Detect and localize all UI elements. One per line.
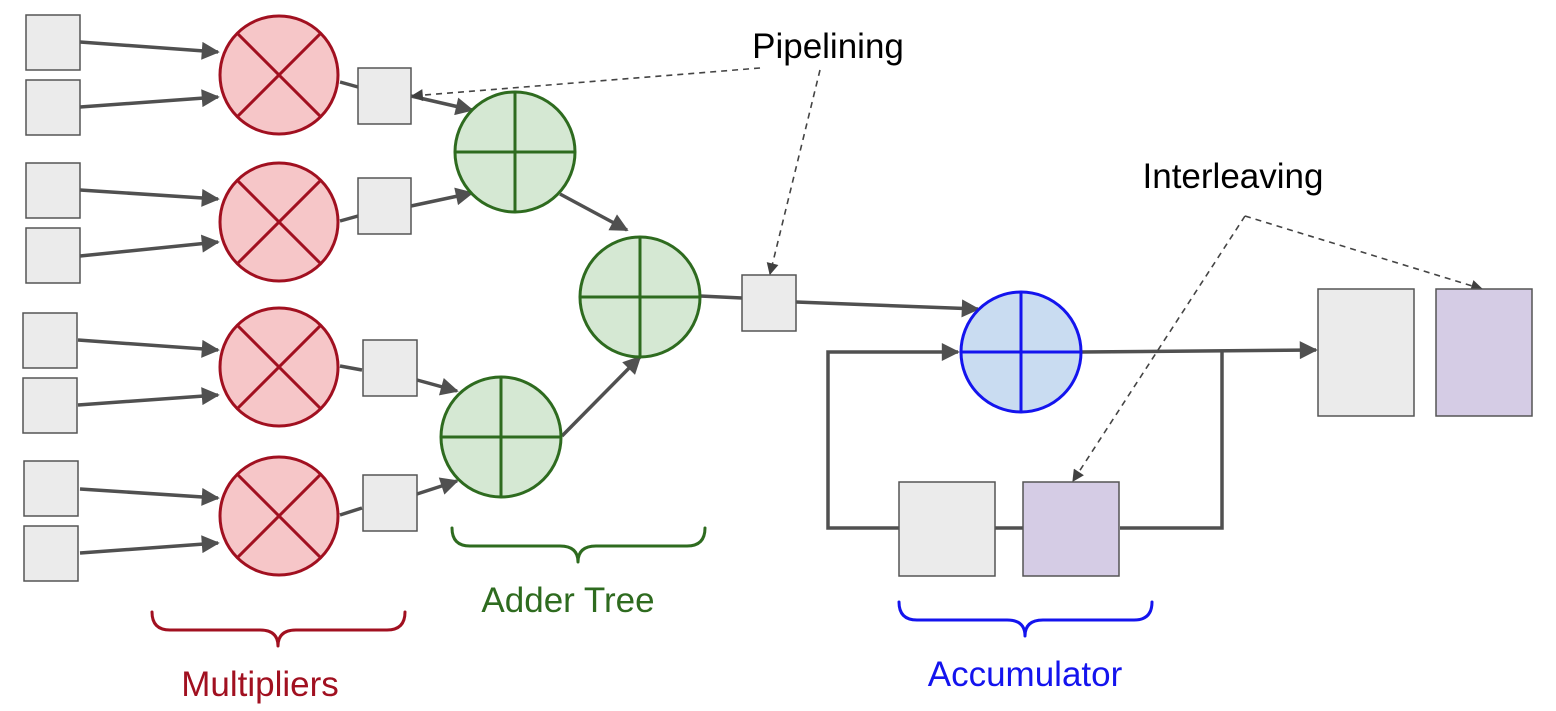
multiplier-1-cross-b (236, 32, 322, 118)
wire-in5-mul3 (77, 338, 220, 358)
wire-reg4-add2 (416, 477, 459, 496)
braces (150, 526, 1154, 648)
adder-tree-brace (450, 526, 707, 564)
multiplier-4 (218, 455, 340, 577)
wire-mul4-reg4 (339, 506, 363, 517)
pipeline-register-5 (741, 274, 797, 332)
wire-mul1-reg1 (339, 80, 359, 89)
wire-add1-add3 (559, 192, 629, 232)
wire-reg1-add1 (410, 94, 474, 116)
wire-feedback-loop (1120, 352, 1224, 530)
adder-1 (453, 90, 577, 214)
input-box-1 (25, 14, 81, 71)
output-registers (1317, 288, 1533, 417)
wire-add3-reg5 (699, 294, 743, 300)
interleaving-label: Interleaving (1143, 157, 1324, 196)
accumulator-adder (959, 290, 1083, 414)
pipeline-registers (357, 67, 797, 532)
input-box-6 (22, 377, 78, 434)
wire-acc-out (1080, 341, 1318, 360)
pipeline-register-1 (357, 67, 412, 125)
multiplier-3 (218, 306, 340, 428)
input-registers (22, 14, 81, 582)
wire-in2-mul1 (79, 89, 220, 109)
wire-reg2-add1 (410, 187, 474, 208)
accumulator-label: Accumulator (928, 655, 1123, 694)
pipelining-pointer-reg1 (410, 67, 761, 102)
multipliers (218, 14, 340, 577)
pipelining-label: Pipelining (752, 27, 904, 66)
input-box-4 (25, 227, 81, 284)
wire-mul2-reg2 (339, 214, 359, 223)
output-register-gray (1317, 288, 1415, 417)
multiplier-2-cross-b (236, 179, 322, 265)
wire-mul3-reg3 (339, 364, 363, 372)
adder-tree (439, 90, 702, 499)
multipliers-label: Multipliers (181, 665, 339, 704)
multiplier-1 (218, 14, 340, 136)
wires (77, 40, 1318, 555)
input-box-3 (25, 162, 81, 219)
wire-in6-mul3 (77, 387, 220, 407)
output-register-purple (1435, 288, 1533, 417)
adder-2 (439, 375, 563, 499)
accumulator-register-gray (898, 481, 996, 577)
accumulator-brace (897, 600, 1154, 638)
adder-3 (578, 235, 702, 359)
multipliers-brace (150, 610, 407, 648)
wire-in3-mul2 (79, 188, 220, 207)
pipelining-pointer-reg5 (766, 69, 821, 276)
wire-feedback-return (826, 343, 960, 530)
pipeline-register-3 (362, 339, 418, 397)
wire-in1-mul1 (79, 40, 220, 60)
adder-tree-label: Adder Tree (481, 581, 654, 620)
multiplier-4-cross-b (236, 473, 322, 559)
input-box-7 (23, 460, 79, 517)
multiplier-2 (218, 161, 340, 283)
wire-reg3-add2 (416, 378, 459, 396)
accumulator-register-purple (1022, 481, 1120, 577)
pipeline-register-2 (357, 177, 412, 235)
accumulator (898, 290, 1120, 577)
wire-in4-mul2 (79, 234, 220, 258)
input-box-2 (25, 79, 81, 136)
wire-reg5-acc (795, 299, 980, 318)
multiplier-3-cross-b (236, 324, 322, 410)
wire-in7-mul4 (79, 487, 220, 506)
annotation-lines (410, 67, 1484, 483)
pipeline-register-4 (362, 474, 418, 532)
interleaving-pointer-out (1244, 215, 1484, 292)
wire-in8-mul4 (79, 535, 220, 555)
input-box-8 (23, 525, 79, 582)
interleaving-pointer-loop (1072, 215, 1246, 483)
wire-add2-add3 (560, 355, 642, 438)
input-box-5 (22, 312, 78, 369)
